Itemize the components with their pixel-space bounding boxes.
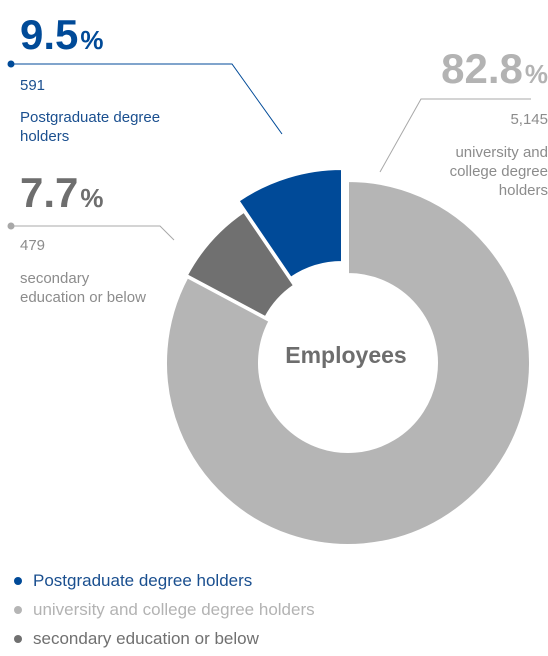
donut-center-label: Employees (285, 342, 407, 368)
leader-line-secondary (11, 225, 175, 241)
leader-lines (7, 60, 531, 241)
secondary-description-line-2: education or below (20, 289, 146, 306)
legend-item-postgraduate: Postgraduate degree holders (14, 566, 315, 595)
postgraduate-description-line-2: holders (20, 128, 70, 145)
postgraduate-percent-label: 9.5% (20, 14, 104, 56)
leader-line-postgraduate (11, 63, 283, 135)
leader-line-university (379, 98, 531, 173)
secondary-percent-label: 7.7% (20, 172, 104, 214)
chart-legend: Postgraduate degree holders university a… (14, 566, 315, 653)
legend-label-university: university and college degree holders (33, 599, 315, 619)
university-description-line-2: college degree (449, 163, 548, 180)
postgraduate-percent-value: 9.5 (20, 11, 79, 58)
legend-swatch-university (14, 605, 22, 614)
legend-item-secondary: secondary education or below (14, 624, 315, 653)
donut-slice-postgraduate (237, 167, 343, 280)
donut-slices (165, 167, 531, 546)
university-description-label: university and college degree holders (450, 143, 548, 200)
legend-item-university: university and college degree holders (14, 595, 315, 624)
university-percent-label: 82.8% (441, 48, 548, 90)
postgraduate-count-label: 591 (20, 77, 46, 94)
secondary-description-line-1: secondary (20, 270, 90, 287)
university-percent-symbol: % (524, 59, 548, 89)
secondary-percent-value: 7.7 (20, 169, 79, 216)
university-percent-value: 82.8 (441, 45, 523, 92)
university-count-label: 5,145 (510, 111, 548, 128)
leader-dot-secondary (7, 222, 15, 230)
university-description-line-1: university and (455, 144, 548, 161)
university-description-line-3: holders (498, 182, 548, 199)
donut-slice-university (165, 179, 531, 546)
legend-label-postgraduate: Postgraduate degree holders (33, 570, 253, 590)
secondary-description-label: secondary education or below (20, 269, 146, 307)
leader-dot-postgraduate (7, 60, 15, 68)
legend-swatch-postgraduate (14, 576, 22, 585)
donut-slice-secondary (185, 210, 296, 319)
legend-label-secondary: secondary education or below (33, 628, 259, 648)
secondary-percent-symbol: % (80, 183, 104, 213)
secondary-count-label: 479 (20, 237, 46, 254)
postgraduate-description-line-1: Postgraduate degree (20, 109, 161, 126)
legend-swatch-secondary (14, 634, 22, 643)
postgraduate-description-label: Postgraduate degree holders (20, 108, 160, 146)
postgraduate-percent-symbol: % (80, 25, 104, 55)
